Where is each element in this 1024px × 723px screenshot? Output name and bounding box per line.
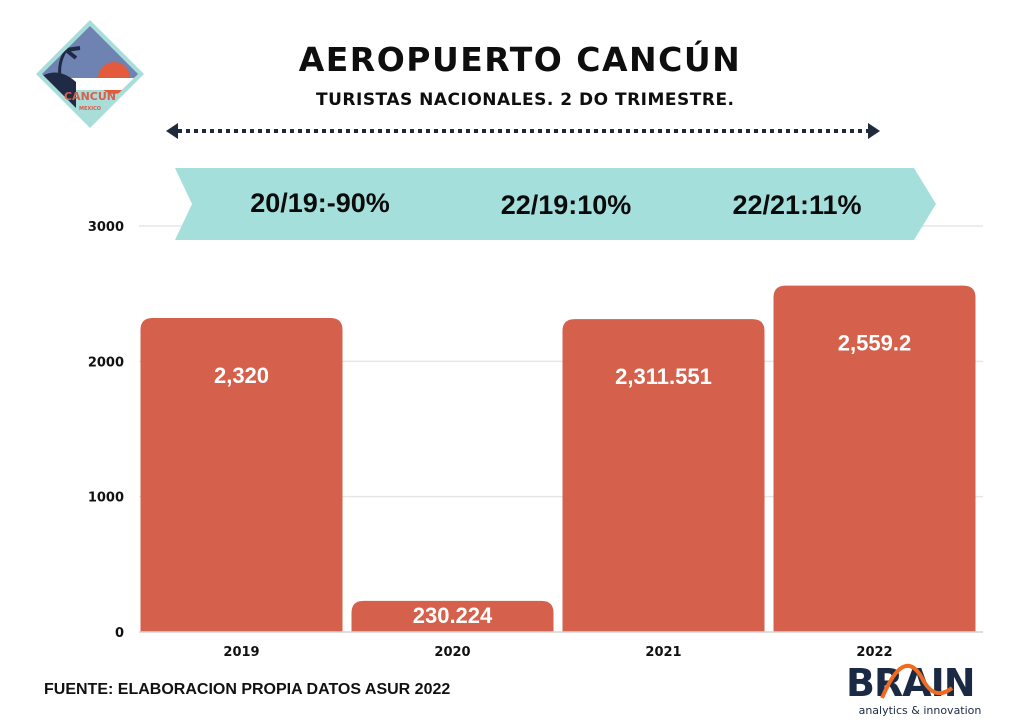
x-tick-label: 2021	[645, 645, 681, 660]
y-tick-label: 1000	[88, 491, 124, 506]
x-tick-label: 2022	[856, 645, 892, 660]
bar-2021	[562, 319, 765, 632]
brand-wave-icon	[880, 664, 954, 699]
bar-2019	[140, 318, 343, 632]
banner-ribbon	[175, 168, 936, 240]
x-axis: 2019 2020 2021 2022	[139, 631, 983, 660]
x-tick-label: 2019	[223, 645, 259, 660]
brand-tagline: analytics & innovation	[859, 704, 982, 717]
growth-banner: 20/19:-90% 22/19:10% 22/21:11%	[175, 168, 936, 240]
bar-2020	[351, 600, 554, 632]
data-label: 2,311.551	[615, 364, 712, 389]
banner-item-22-21: 22/21:11%	[732, 190, 861, 220]
cancun-logo: CANCUN MEXICO	[36, 20, 144, 128]
banner-item-22-19: 22/19:10%	[501, 190, 632, 220]
data-label: 230.224	[413, 603, 493, 628]
x-tick-label: 2020	[434, 645, 470, 660]
bars: 2,320 230.224 2,311.551 2,559.2	[140, 285, 976, 632]
y-tick-label: 3000	[88, 220, 124, 235]
y-tick-label: 2000	[88, 355, 124, 370]
logo-subtext: MEXICO	[79, 106, 101, 112]
data-label: 2,559.2	[838, 331, 911, 356]
timeline-arrow	[166, 123, 880, 139]
data-label: 2,320	[214, 363, 269, 388]
page-title: AEROPUERTO CANCÚN	[298, 40, 742, 79]
y-tick-label: 0	[115, 626, 124, 641]
banner-item-20-19: 20/19:-90%	[250, 188, 390, 218]
y-axis: 0 1000 2000 3000	[88, 220, 124, 641]
bar-2022	[773, 285, 976, 632]
page-subtitle: TURISTAS NACIONALES. 2 DO TRIMESTRE.	[316, 90, 735, 110]
brain-logo: BRAIN analytics & innovation	[846, 661, 982, 717]
source-note: FUENTE: ELABORACION PROPIA DATOS ASUR 20…	[44, 681, 451, 698]
arrow-right-icon	[868, 123, 880, 139]
logo-text: CANCUN	[64, 90, 116, 103]
arrow-left-icon	[166, 123, 178, 139]
